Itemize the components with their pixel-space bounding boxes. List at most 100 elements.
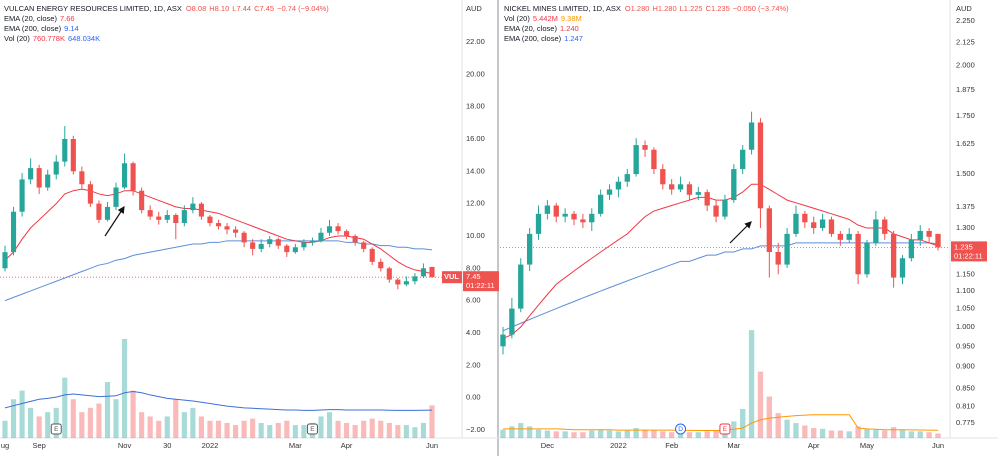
volume-bar (624, 430, 630, 438)
volume-ma-line (4, 390, 433, 411)
candle-body (686, 184, 693, 195)
volume-bar (62, 377, 68, 438)
candle-body (740, 149, 746, 170)
candle-body (207, 216, 213, 224)
y-tick-label: 20.00 (466, 69, 485, 78)
volume-bar (553, 431, 559, 438)
volume-bar (139, 412, 145, 438)
indicator-value: 9.14 (64, 24, 79, 33)
volume-bar (267, 425, 273, 438)
candle-body (352, 235, 358, 243)
y-tick-label: 1.875 (956, 85, 975, 94)
ema20-line (4, 188, 433, 275)
volume-bar (215, 420, 222, 438)
candle-body (731, 169, 737, 201)
candle-body (615, 181, 622, 190)
y-tick-label: 1.750 (956, 111, 975, 120)
volume-bar (882, 430, 888, 438)
indicator-value: 7.66 (60, 14, 75, 23)
indicator-name: EMA (20, close) (504, 24, 557, 33)
volume-bar (250, 418, 256, 438)
price-tag-box (463, 271, 499, 292)
volume-bar (352, 425, 358, 438)
ema20-line (502, 183, 939, 339)
quote-value: L7.44 (232, 4, 251, 13)
candle-body (660, 169, 666, 185)
candle-body (775, 252, 781, 265)
volume-bar (775, 413, 781, 438)
candle-body (386, 268, 392, 280)
candle-body (669, 184, 675, 190)
volume-bar (908, 431, 915, 438)
candle-body (113, 187, 119, 207)
volume-bar (164, 416, 170, 438)
candle-body (96, 203, 102, 220)
y-tick-label: 1.050 (956, 304, 975, 313)
price-tag-countdown: 01:22:11 (954, 251, 983, 260)
volume-bar (571, 432, 577, 438)
y-tick-label: 2.250 (956, 16, 975, 25)
volume-bar (207, 420, 213, 438)
quote-value: O8.08 (186, 4, 206, 13)
quote-value: C7.45 (254, 4, 274, 13)
candle-body (624, 174, 630, 182)
candle-body (873, 219, 879, 243)
volume-bar (642, 429, 648, 438)
volume-bar (766, 396, 772, 438)
volume-bar (53, 407, 59, 438)
x-tick-label: 2022 (610, 441, 627, 450)
y-tick-label: 1.375 (956, 202, 975, 211)
volume-bar (686, 432, 693, 438)
volume-bar (597, 429, 604, 438)
candle-body (62, 138, 68, 162)
volume-bar (2, 420, 8, 438)
volume-bar (326, 412, 333, 438)
y-tick-label: 4.00 (466, 328, 481, 337)
candle-body (722, 200, 728, 217)
candle-body (301, 242, 307, 248)
y-tick-label: 1.625 (956, 139, 975, 148)
volume-bar (96, 403, 102, 438)
symbol-tag-box (442, 271, 462, 284)
axis-unit: AUD (466, 4, 482, 13)
event-label: E (54, 426, 59, 433)
volume-bar (917, 431, 923, 438)
candle-body (553, 205, 559, 217)
volume-bar (580, 432, 586, 438)
volume-bar (36, 416, 42, 438)
symbol-title: VULCAN ENERGY RESOURCES LIMITED, 1D, ASX (4, 4, 182, 13)
volume-bar (899, 429, 906, 438)
volume-bar (318, 416, 324, 438)
volume-bar (873, 429, 879, 438)
y-tick-label: 0.00 (466, 393, 481, 402)
candle-body (757, 122, 764, 209)
y-tick-label: 12.00 (466, 199, 485, 208)
candle-body (535, 213, 542, 234)
price-tag-box (951, 241, 987, 262)
candle-body (509, 308, 515, 335)
candle-body (917, 230, 923, 240)
candle-body (224, 226, 230, 230)
charts: 22.00 20.00 18.00 16.00 14.00 12.00 10.00 8.00 6… (0, 4, 987, 450)
volume-bar (45, 412, 51, 438)
event-label: D (678, 426, 683, 433)
candle-body (318, 232, 324, 241)
volume-bar (793, 423, 799, 438)
candle-body (633, 145, 639, 175)
candle-body (412, 276, 418, 282)
volume-bar (87, 407, 93, 438)
indicator-name: EMA (200, close) (4, 24, 62, 33)
candle-body (378, 261, 384, 269)
candle-body (811, 222, 817, 229)
candle-body (571, 213, 577, 220)
volume-bar (10, 399, 17, 438)
quote-value: O1.280 (625, 4, 650, 13)
candle-body (837, 233, 844, 240)
candle-body (589, 213, 595, 223)
candle-body (258, 244, 264, 249)
volume-bar (660, 431, 666, 438)
volume-bar (335, 420, 341, 438)
candle-body (846, 233, 852, 240)
y-tick-label: 1.100 (956, 286, 975, 295)
volume-bar (633, 428, 639, 438)
